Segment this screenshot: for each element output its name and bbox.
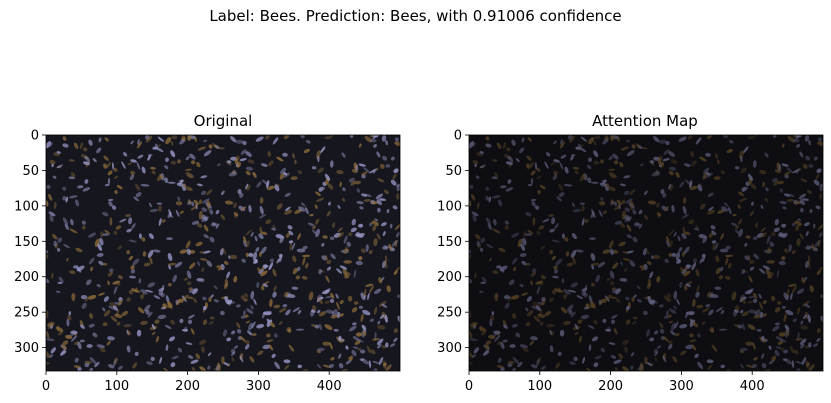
x-tick-label: 200 — [598, 379, 623, 394]
y-tick-label: 0 — [31, 129, 39, 144]
y-tick-label: 50 — [445, 164, 462, 179]
x-tick-label: 300 — [669, 379, 694, 394]
original-panel: Original 0 50 100 150 200 250 300 0 100 200 300 400 — [0, 112, 420, 403]
attention-title: Attention Map — [592, 112, 698, 130]
y-tick-label: 50 — [22, 164, 39, 179]
figure-title: Label: Bees. Prediction: Bees, with 0.91… — [209, 7, 622, 25]
x-tick-label: 300 — [246, 379, 271, 394]
x-tick-label: 0 — [42, 379, 50, 394]
x-tick-label: 400 — [317, 379, 342, 394]
y-tick-label: 200 — [14, 270, 39, 285]
y-tick-label: 250 — [437, 306, 462, 321]
y-tick-label: 100 — [437, 199, 462, 214]
y-tick-label: 300 — [437, 341, 462, 356]
y-tick-label: 0 — [454, 129, 462, 144]
y-tick-label: 250 — [14, 306, 39, 321]
y-tick-label: 150 — [437, 235, 462, 250]
original-axes: 0 50 100 150 200 250 300 0 100 200 300 400 — [14, 129, 401, 394]
original-title: Original — [193, 112, 253, 130]
x-tick-label: 100 — [527, 379, 552, 394]
x-tick-label: 100 — [104, 379, 129, 394]
y-tick-label: 150 — [14, 235, 39, 250]
bee-swarm-attention-overlay — [469, 135, 823, 371]
y-tick-label: 300 — [14, 341, 39, 356]
attention-panel: Attention Map 0 50 100 150 200 250 300 0 100 200 3… — [420, 112, 831, 403]
bee-swarm-photo — [46, 135, 400, 371]
x-tick-label: 200 — [175, 379, 200, 394]
attention-axes: 0 50 100 150 200 250 300 0 100 200 300 400 — [437, 129, 824, 394]
y-tick-label: 100 — [14, 199, 39, 214]
y-tick-label: 200 — [437, 270, 462, 285]
x-tick-label: 0 — [465, 379, 473, 394]
x-tick-label: 400 — [740, 379, 765, 394]
